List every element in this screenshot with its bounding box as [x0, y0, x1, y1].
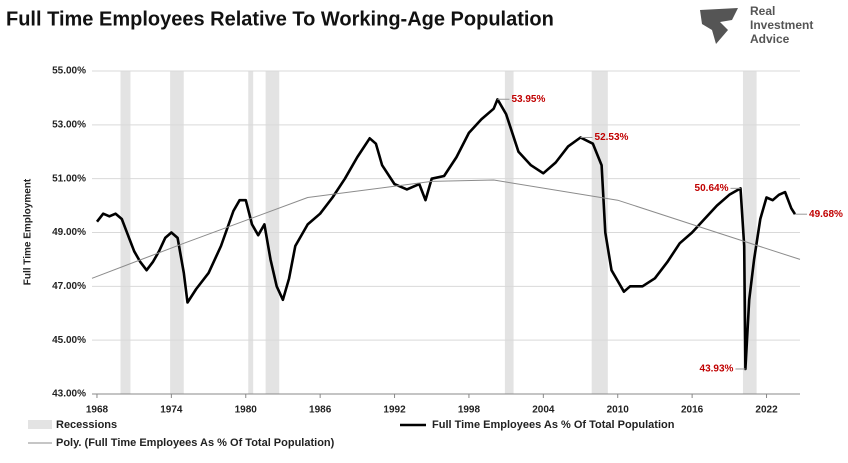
x-tick-label: 1998 — [458, 405, 481, 416]
x-tick-label: 2022 — [755, 405, 778, 416]
legend-label: Full Time Employees As % Of Total Popula… — [432, 419, 675, 431]
logo-text: Real — [750, 4, 775, 18]
annotation-label: 53.95% — [511, 94, 545, 105]
annotation-label: 43.93% — [700, 364, 734, 375]
logo-icon — [700, 8, 738, 44]
y-tick-label: 45.00% — [52, 335, 86, 346]
x-tick-label: 1986 — [309, 405, 332, 416]
x-tick-label: 1980 — [235, 405, 258, 416]
annotation-label: 49.68% — [809, 209, 843, 220]
x-tick-label: 1992 — [383, 405, 406, 416]
x-tick-label: 1974 — [160, 405, 183, 416]
y-tick-label: 43.00% — [52, 389, 86, 400]
x-tick-label: 2004 — [532, 405, 555, 416]
logo-text: Advice — [750, 32, 790, 46]
y-tick-label: 53.00% — [52, 119, 86, 130]
chart-title: Full Time Employees Relative To Working-… — [6, 8, 554, 30]
logo-text: Investment — [750, 18, 813, 32]
x-tick-label: 2016 — [681, 405, 704, 416]
y-axis-label: Full Time Employment — [23, 178, 34, 285]
y-tick-label: 47.00% — [52, 281, 86, 292]
x-tick-label: 2010 — [607, 405, 630, 416]
series-line — [91, 179, 801, 279]
legend-swatch — [28, 420, 52, 429]
logo: Real Investment Advice — [700, 4, 813, 46]
annotation-label: 52.53% — [595, 132, 629, 143]
y-tick-label: 55.00% — [52, 66, 86, 77]
x-tick-label: 1968 — [86, 405, 109, 416]
y-tick-label: 51.00% — [52, 173, 86, 184]
y-tick-label: 49.00% — [52, 227, 86, 238]
annotation-label: 50.64% — [695, 183, 729, 194]
series-line — [95, 98, 797, 371]
legend-label: Poly. (Full Time Employees As % Of Total… — [56, 437, 335, 449]
legend-label: Recessions — [56, 419, 117, 431]
